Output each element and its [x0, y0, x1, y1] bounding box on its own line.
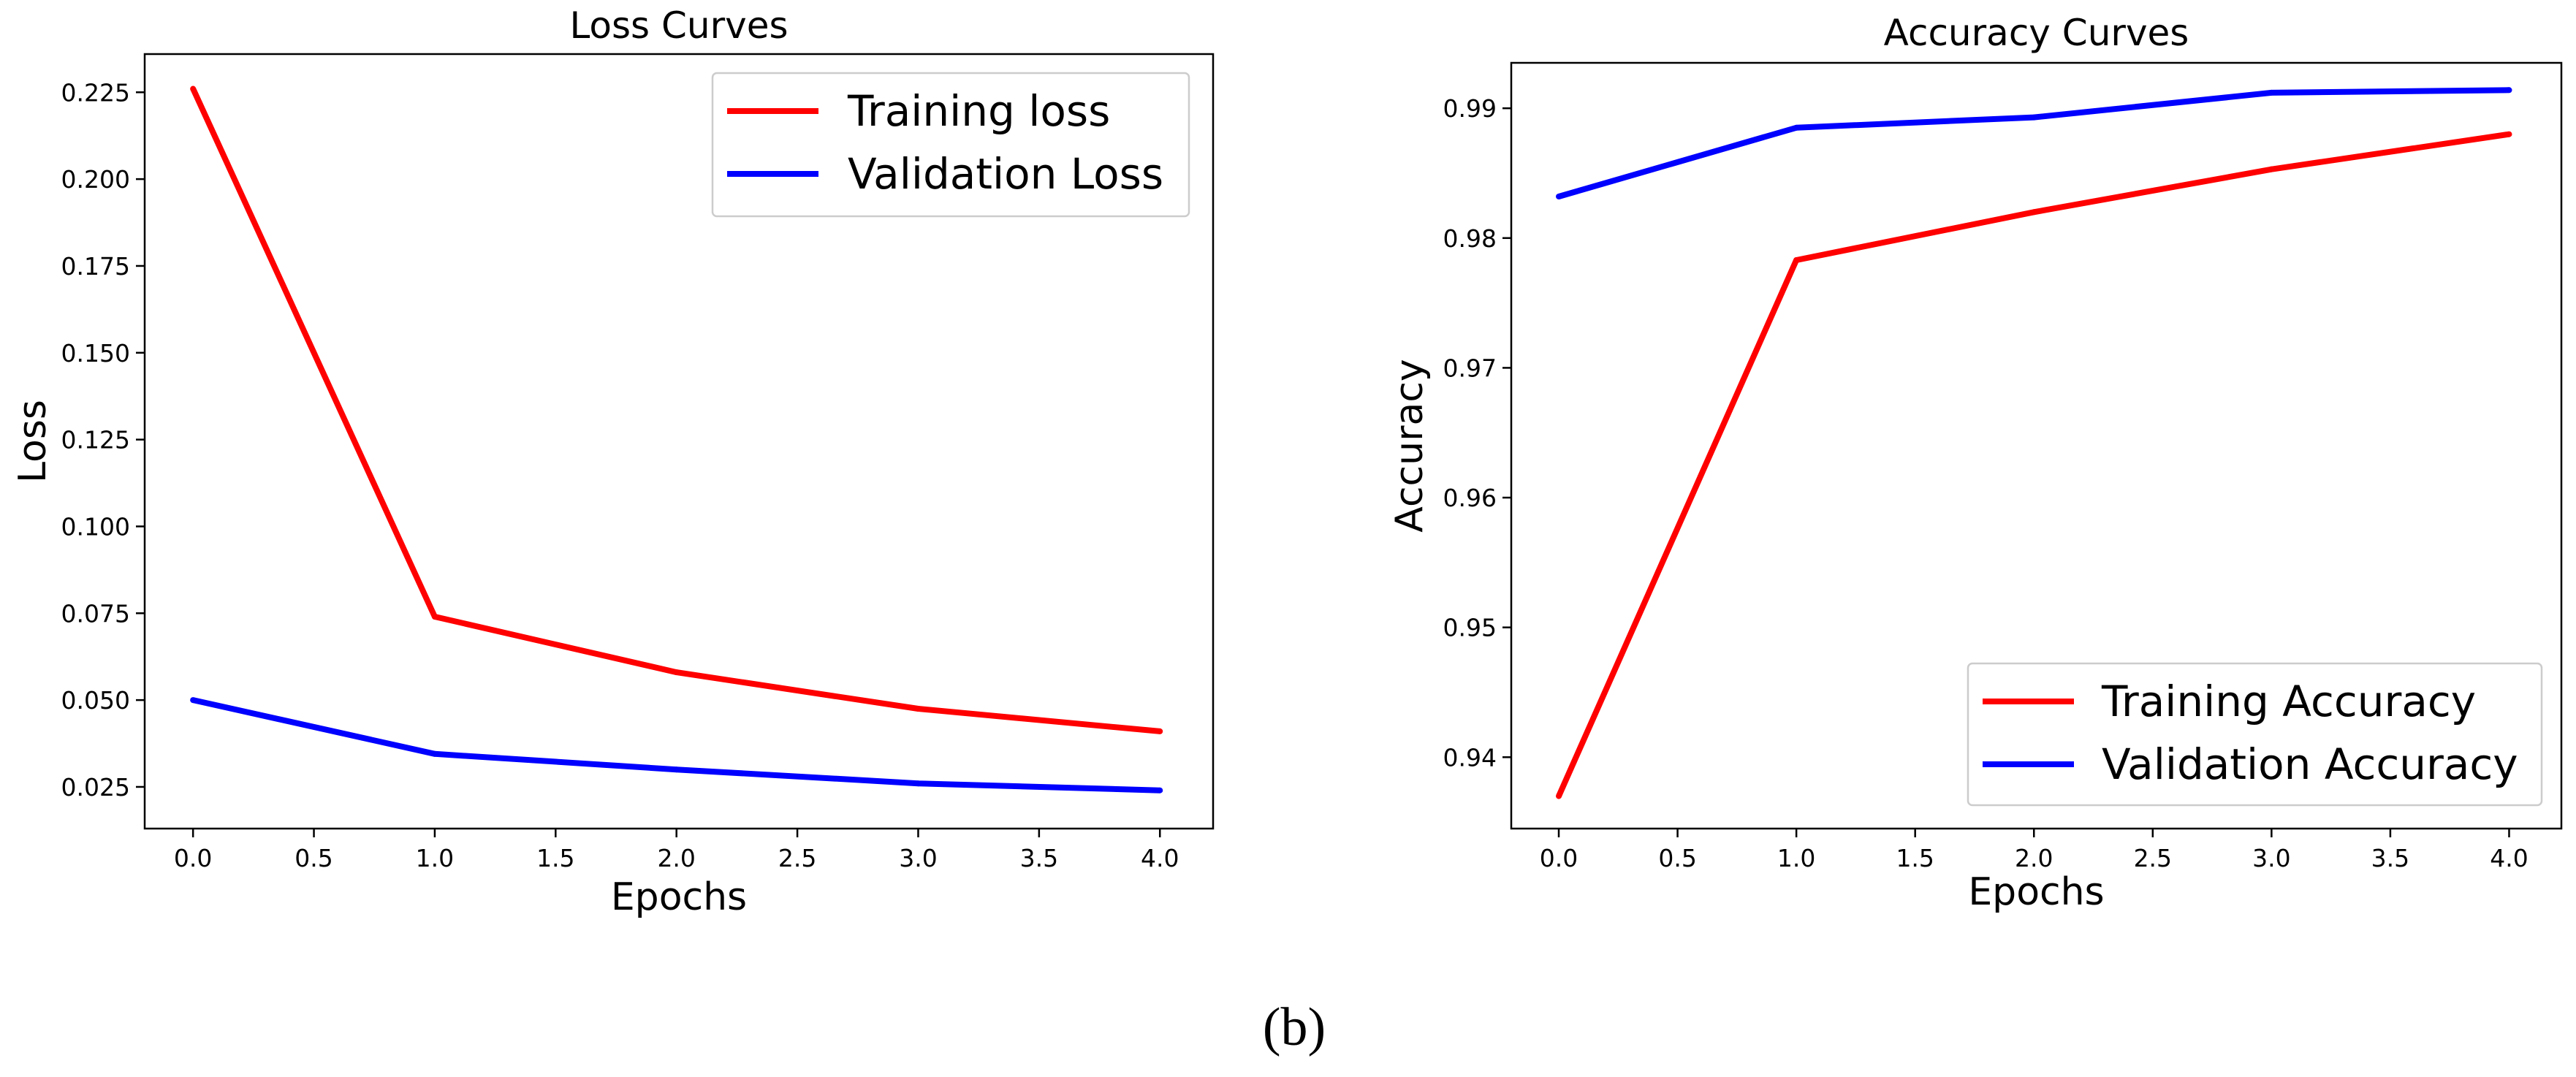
data-point: [2506, 87, 2512, 94]
data-point: [1793, 124, 1800, 131]
x-tick-label: 1.5: [1896, 844, 1934, 872]
x-axis-label: Epochs: [611, 875, 747, 919]
x-tick-label: 0.0: [1540, 844, 1578, 872]
x-tick-label: 1.5: [536, 844, 574, 872]
data-point: [2268, 89, 2275, 96]
data-point: [1556, 193, 1562, 199]
plot-frame: [143, 53, 1215, 830]
data-point: [431, 750, 438, 757]
plot-frame: [1510, 61, 2563, 830]
x-tick-label: 3.5: [1020, 844, 1058, 872]
data-point: [1556, 793, 1562, 799]
y-tick-label: 0.050: [61, 686, 130, 715]
data-point: [2031, 209, 2037, 216]
x-tick-label: 0.5: [295, 844, 333, 872]
legend-box: [711, 72, 1190, 218]
y-tick-label: 0.025: [61, 773, 130, 802]
y-axis-label: Loss: [11, 400, 55, 483]
y-tick-label: 0.175: [61, 252, 130, 281]
y-tick-label: 0.97: [1443, 354, 1497, 382]
chart-title: Loss Curves: [569, 4, 788, 47]
data-point: [1157, 728, 1163, 734]
x-tick-label: 2.5: [778, 844, 816, 872]
x-tick-label: 3.5: [2371, 844, 2409, 872]
data-point: [915, 780, 922, 787]
y-tick-label: 0.96: [1443, 484, 1497, 512]
data-point: [2031, 114, 2037, 121]
x-axis-label: Epochs: [1968, 870, 2104, 914]
x-tick-label: 0.0: [174, 844, 212, 872]
y-tick-label: 0.225: [61, 78, 130, 107]
series-line-validation: [1557, 87, 2509, 199]
y-tick-label: 0.94: [1443, 743, 1497, 772]
chart-title: Accuracy Curves: [1884, 12, 2189, 54]
data-point: [2268, 166, 2275, 172]
data-point: [2506, 131, 2512, 137]
legend-box: [1967, 662, 2543, 807]
y-tick-label: 0.99: [1443, 94, 1497, 123]
data-point: [1793, 256, 1800, 263]
data-point: [431, 614, 438, 620]
data-point: [673, 669, 680, 676]
x-tick-label: 0.5: [1658, 844, 1696, 872]
data-point: [190, 697, 197, 704]
x-tick-label: 2.0: [2015, 844, 2053, 872]
y-tick-label: 0.98: [1443, 224, 1497, 253]
y-tick-label: 0.075: [61, 599, 130, 628]
legend-label: Validation Loss: [848, 149, 1163, 199]
data-point: [190, 85, 197, 92]
data-point: [915, 706, 922, 712]
y-tick-label: 0.100: [61, 512, 130, 541]
y-tick-label: 0.125: [61, 426, 130, 454]
data-point: [1157, 787, 1163, 794]
legend-label: Validation Accuracy: [2102, 739, 2518, 789]
series-line-validation: [192, 697, 1160, 794]
legend-label: Training Accuracy: [2101, 677, 2476, 726]
y-tick-label: 0.150: [61, 339, 130, 368]
y-tick-label: 0.95: [1443, 614, 1497, 642]
data-point: [673, 766, 680, 773]
x-tick-label: 4.0: [2490, 844, 2528, 872]
y-axis-label: Accuracy: [1388, 359, 1432, 532]
accuracy-chart: Accuracy Curves 0.0 0.5 1.0 1.5 2.0 2.5 3.0 3.5 4…: [1388, 12, 2563, 914]
loss-chart: Loss Curves 0.0 0.5 1.0 1.5 2.0 2.5 3.0 3.5 4.0 0.…: [11, 4, 1215, 919]
x-tick-label: 2.0: [657, 844, 695, 872]
y-tick-label: 0.200: [61, 165, 130, 194]
x-tick-label: 3.0: [899, 844, 937, 872]
legend-label: Training loss: [847, 86, 1110, 136]
x-tick-label: 2.5: [2134, 844, 2172, 872]
x-tick-label: 1.0: [1777, 844, 1815, 872]
panel-label: (b): [1263, 997, 1326, 1057]
x-tick-label: 4.0: [1141, 844, 1179, 872]
x-tick-label: 3.0: [2252, 844, 2290, 872]
x-tick-label: 1.0: [416, 844, 454, 872]
